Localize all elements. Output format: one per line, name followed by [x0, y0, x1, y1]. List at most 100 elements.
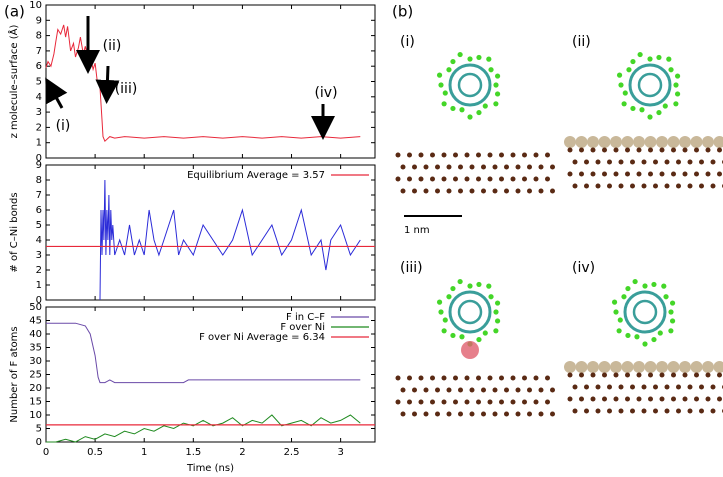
data-line [99, 179, 361, 301]
fluorine-atom [494, 91, 501, 97]
ni-atom [590, 147, 596, 153]
ni-atom [694, 147, 699, 153]
ni-atom [412, 188, 417, 194]
ni-atom [522, 399, 527, 405]
ni-atom [538, 164, 544, 170]
ni-atom [607, 159, 612, 165]
ni-atom [710, 183, 716, 189]
ni-atom [527, 387, 532, 393]
data-line [46, 322, 361, 384]
ni-atom [648, 147, 653, 153]
ni-atom [499, 399, 504, 405]
ni-atom [694, 171, 699, 177]
fluorine-atom [442, 317, 448, 323]
y-tick-label: 50 [29, 302, 42, 313]
y-tick-label: 30 [29, 356, 42, 367]
ni-atom [602, 372, 607, 378]
y-tick-label: 9 [36, 160, 42, 171]
ni-atom [522, 152, 527, 158]
y-tick-label: 6 [36, 61, 42, 72]
surface-atom [713, 136, 723, 148]
y-axis-label: z molecule–surface (Å) [7, 25, 20, 139]
fluorine-atom [642, 283, 648, 289]
ni-atom [676, 159, 681, 165]
ni-atom [423, 188, 429, 194]
ni-atom [607, 384, 612, 390]
fluorine-atom [639, 107, 645, 113]
ni-atom [458, 164, 463, 170]
surface-atom [656, 136, 668, 148]
carbon-cage [457, 72, 483, 98]
ni-atom [441, 176, 447, 182]
ni-atom [487, 399, 493, 405]
fluorine-atom [457, 278, 463, 285]
ni-atom [717, 396, 722, 402]
fluorine-atom [467, 114, 473, 120]
ni-atom [453, 176, 458, 182]
ni-atom [504, 387, 509, 393]
ni-atom [595, 408, 601, 414]
ni-atom [423, 387, 429, 393]
ni-atom [710, 384, 716, 390]
surface-atom [587, 136, 599, 148]
ni-atom [492, 411, 498, 417]
y-tick-label: 8 [36, 31, 42, 42]
ni-atom [435, 387, 440, 393]
ni-atom [522, 375, 527, 381]
ni-atom [618, 183, 624, 189]
plot-frame [45, 306, 376, 443]
ni-atom [522, 176, 527, 182]
ni-atom [682, 171, 688, 177]
image-label: (ii) [572, 34, 591, 50]
y-tick-label: 0 [36, 437, 42, 448]
ni-atom [446, 387, 452, 393]
carbon-cage [448, 63, 492, 107]
fluorine-atom [621, 294, 627, 300]
surface-atom [679, 136, 691, 148]
y-tick-label: 35 [29, 343, 42, 354]
ni-atom [567, 372, 573, 378]
surface-atom [598, 361, 611, 373]
y-tick-label: 6 [36, 205, 42, 216]
panel-label: (a) [4, 3, 25, 21]
ni-atom [664, 408, 670, 414]
fluorine-atom [625, 332, 631, 339]
ni-atom [579, 171, 584, 177]
ni-atom [395, 375, 401, 381]
ni-atom [602, 396, 607, 402]
surface-atom [679, 361, 691, 373]
ni-atom [446, 188, 452, 194]
plot-frame [45, 4, 376, 159]
fluorine-atom [441, 101, 447, 107]
ni-atom [694, 396, 699, 402]
ni-atom [671, 147, 676, 153]
fluorine-atom [621, 101, 627, 107]
surface-atom [564, 361, 576, 373]
ni-atom [567, 171, 573, 177]
fluorine-atom [457, 51, 463, 58]
ni-atom [395, 399, 401, 405]
fluorine-atom [494, 300, 501, 306]
ni-atom [423, 164, 429, 170]
fluorine-atom [436, 72, 443, 78]
fluorine-atom [666, 56, 672, 62]
ni-atom [659, 147, 665, 153]
plot-frame [45, 164, 376, 301]
ni-atom [441, 399, 447, 405]
surface-atom [656, 361, 668, 373]
ni-atom [504, 411, 509, 417]
ni-atom [430, 176, 435, 182]
ni-atom [636, 396, 642, 402]
fluorine-atom [668, 309, 674, 315]
ni-atom [699, 408, 704, 414]
fluorine-atom [450, 58, 456, 65]
ni-atom [572, 159, 578, 165]
ni-atom [400, 411, 406, 417]
panel-label: (b) [392, 3, 413, 21]
fluorine-atom [647, 56, 653, 62]
ni-atom [618, 159, 624, 165]
ni-atom [641, 183, 647, 189]
ni-atom [464, 375, 470, 381]
ni-atom [435, 164, 440, 170]
